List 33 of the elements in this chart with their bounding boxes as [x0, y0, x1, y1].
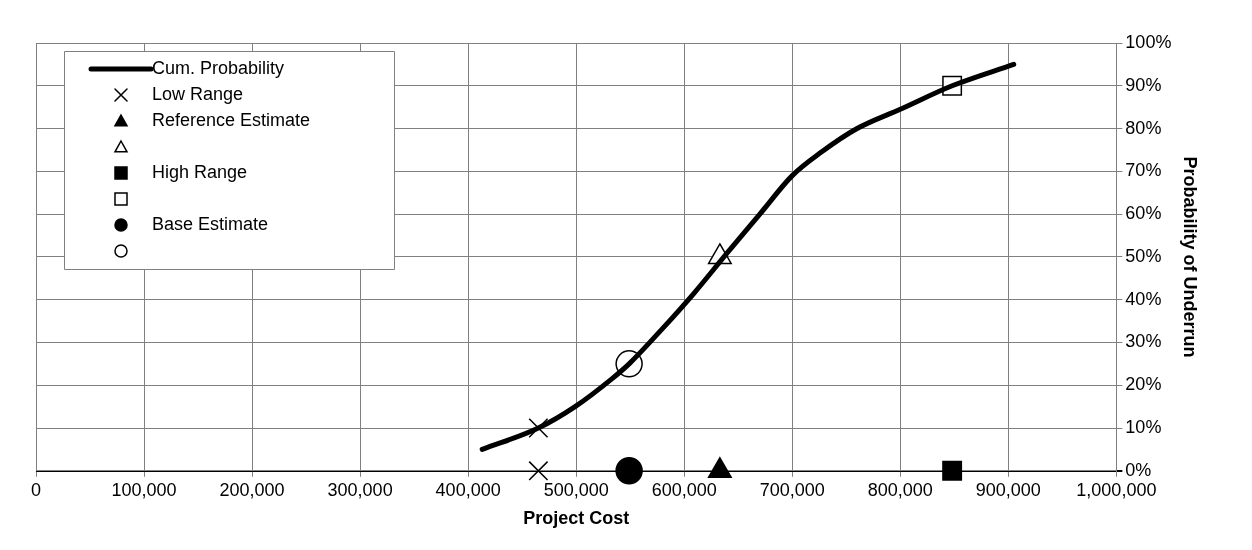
y-tick-label: 100% [1125, 31, 1172, 52]
legend-label: Reference Estimate [152, 109, 311, 130]
y-tick-label: 0% [1125, 459, 1152, 480]
legend-label: Cum. Probability [152, 57, 285, 78]
x-tick-label: 700,000 [759, 479, 825, 500]
x-tick-label: 500,000 [543, 479, 609, 500]
x-axis-title: Project Cost [523, 508, 630, 529]
x-tick-label: 300,000 [327, 479, 393, 500]
y-tick-label: 40% [1125, 288, 1162, 309]
point [942, 460, 963, 481]
y-tick-label: 60% [1125, 203, 1162, 224]
y-tick-label: 50% [1125, 245, 1162, 266]
x-tick-label: 800,000 [867, 479, 933, 500]
y-tick-label: 10% [1125, 416, 1162, 437]
legend-label: High Range [152, 161, 248, 182]
x-tick-label: 200,000 [219, 479, 285, 500]
x-tick-label: 1,000,000 [1076, 479, 1157, 500]
legend-label: Base Estimate [152, 213, 269, 234]
point [528, 460, 549, 481]
point [615, 457, 643, 485]
x-tick-label: 100,000 [111, 479, 177, 500]
y-tick-label: 70% [1125, 160, 1162, 181]
x-tick-label: 0 [30, 479, 42, 500]
x-tick-label: 900,000 [975, 479, 1041, 500]
y-axis-title: Probability of Underrun [1180, 156, 1201, 358]
y-tick-label: 20% [1125, 374, 1162, 395]
legend-label: Low Range [152, 83, 244, 104]
point [528, 418, 549, 438]
x-tick-label: 400,000 [435, 479, 501, 500]
y-tick-label: 90% [1125, 74, 1162, 95]
y-tick-label: 30% [1125, 331, 1162, 352]
y-tick-label: 80% [1125, 117, 1162, 138]
x-tick-label: 600,000 [651, 479, 717, 500]
